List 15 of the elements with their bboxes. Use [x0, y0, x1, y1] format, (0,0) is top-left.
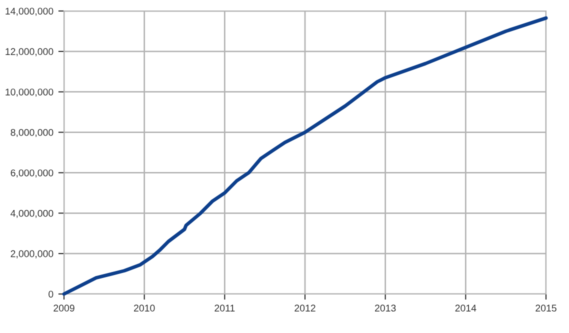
- x-tick-label: 2011: [214, 304, 235, 312]
- y-tick-label: 12,000,000: [6, 48, 54, 56]
- y-tick-label: 8,000,000: [10, 129, 54, 138]
- y-tick-label: 14,000,000: [6, 8, 54, 16]
- x-tick-label: 2014: [455, 304, 476, 312]
- x-tick-label: 2009: [54, 304, 74, 312]
- y-tick-label: 10,000,000: [6, 88, 54, 97]
- y-tick-label: 0: [48, 290, 54, 298]
- x-tick-label: 2015: [536, 304, 556, 312]
- x-tick-label: 2010: [134, 304, 155, 312]
- y-tick-label: 4,000,000: [10, 210, 54, 218]
- x-tick-label: 2013: [375, 304, 396, 312]
- y-tick-label: 2,000,000: [10, 250, 54, 258]
- y-tick-label: 6,000,000: [10, 169, 54, 178]
- x-tick-label: 2012: [294, 304, 316, 312]
